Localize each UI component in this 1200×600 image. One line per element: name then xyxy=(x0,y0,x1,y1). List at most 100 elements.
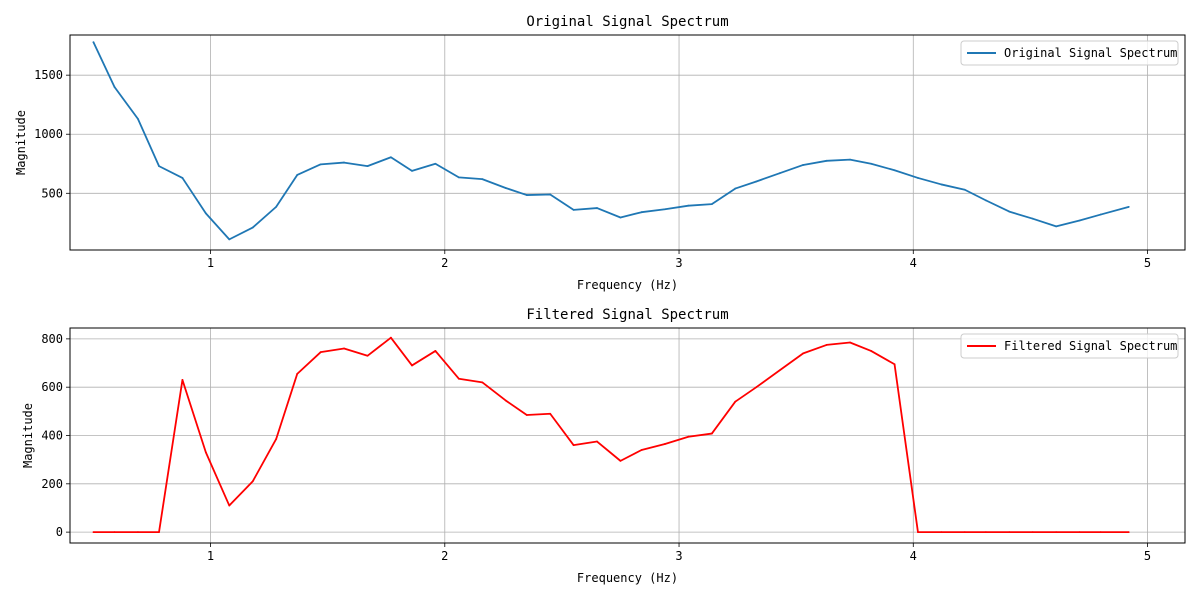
data-point xyxy=(411,364,413,367)
data-point xyxy=(113,86,116,88)
y-tick-label: 1000 xyxy=(34,127,63,141)
legend-label: Original Signal Spectrum xyxy=(1004,46,1177,60)
data-point xyxy=(572,208,575,211)
data-point xyxy=(181,177,184,179)
data-point xyxy=(619,459,622,462)
data-point xyxy=(137,531,139,534)
x-tick-label: 1 xyxy=(207,256,214,270)
data-point xyxy=(1078,219,1081,222)
legend-box xyxy=(960,333,1179,359)
grid-lines xyxy=(70,35,1185,250)
data-point xyxy=(390,156,392,159)
data-point xyxy=(802,164,805,166)
legend: Original Signal Spectrum xyxy=(960,40,1179,66)
data-point xyxy=(572,444,575,447)
data-point xyxy=(1099,213,1102,216)
data-point xyxy=(619,216,622,219)
series-line xyxy=(92,41,1130,241)
data-point xyxy=(640,449,643,451)
data-point xyxy=(710,203,713,206)
data-point xyxy=(984,531,987,534)
data-point xyxy=(504,187,507,189)
data-point xyxy=(778,369,781,372)
data-point xyxy=(481,381,484,384)
chart-title: Original Signal Spectrum xyxy=(526,14,728,30)
data-point xyxy=(390,336,392,339)
data-point xyxy=(755,180,758,183)
data-point xyxy=(113,531,116,534)
data-point xyxy=(204,451,207,454)
chart-filtered-spectrum: 1 2 3 4 5 0 200 400 600 800 Filtered Signal Spect… xyxy=(21,307,1186,585)
x-axis-label: Frequency (Hz) xyxy=(577,571,678,585)
data-point xyxy=(825,159,828,162)
data-point xyxy=(434,162,437,165)
x-tick-label: 5 xyxy=(1144,549,1151,563)
chart-title: Filtered Signal Spectrum xyxy=(526,307,728,323)
legend-box xyxy=(960,40,1179,66)
data-point xyxy=(596,440,598,443)
data-point xyxy=(366,354,369,357)
x-tick-label: 3 xyxy=(675,549,682,563)
grid-lines xyxy=(70,328,1185,543)
data-point xyxy=(849,158,851,161)
legend: Filtered Signal Spectrum xyxy=(960,333,1179,359)
data-point xyxy=(734,400,737,403)
x-tick-label: 5 xyxy=(1144,256,1151,270)
data-point xyxy=(802,352,805,355)
data-point xyxy=(1031,531,1034,534)
x-tick-label: 1 xyxy=(207,549,214,563)
data-point xyxy=(275,205,278,208)
data-point xyxy=(1031,217,1034,220)
y-tick-label: 800 xyxy=(41,332,63,346)
data-point xyxy=(917,177,919,179)
series-line xyxy=(93,336,1129,534)
series-layer xyxy=(92,336,1130,534)
data-point xyxy=(204,212,207,215)
data-point xyxy=(1127,531,1130,534)
data-point xyxy=(687,435,690,438)
data-point xyxy=(343,161,345,164)
data-point xyxy=(92,41,95,43)
data-point xyxy=(734,187,737,190)
data-point xyxy=(504,399,507,402)
y-tick-label: 0 xyxy=(56,525,63,539)
data-point xyxy=(984,199,987,202)
data-point xyxy=(549,193,552,196)
data-point xyxy=(319,163,322,166)
data-point xyxy=(596,207,598,209)
data-point xyxy=(825,344,828,346)
data-point xyxy=(664,208,666,211)
data-point xyxy=(481,178,484,181)
data-point xyxy=(687,204,690,207)
data-point xyxy=(343,347,345,350)
data-point xyxy=(940,183,943,186)
data-point xyxy=(92,531,95,534)
data-point xyxy=(940,531,943,534)
data-point xyxy=(1099,531,1102,534)
data-point xyxy=(525,194,528,196)
axes-frame xyxy=(69,34,1186,251)
x-axis-label: Frequency (Hz) xyxy=(577,278,678,292)
x-tick-label: 4 xyxy=(910,549,917,563)
ticks-layer: 1 2 3 4 5 500 1000 1500 xyxy=(34,68,1151,270)
data-point xyxy=(870,350,873,352)
data-point xyxy=(755,386,758,389)
data-point xyxy=(296,373,299,375)
data-point xyxy=(251,226,254,229)
data-point xyxy=(137,117,139,120)
y-tick-label: 500 xyxy=(41,186,63,200)
data-point xyxy=(319,351,322,354)
x-tick-label: 3 xyxy=(675,256,682,270)
data-point xyxy=(640,211,643,214)
data-point xyxy=(778,172,781,175)
y-tick-label: 200 xyxy=(41,477,63,491)
data-point xyxy=(710,432,713,435)
legend-label: Filtered Signal Spectrum xyxy=(1004,339,1177,353)
data-point xyxy=(664,443,666,445)
x-tick-label: 2 xyxy=(441,256,448,270)
data-point xyxy=(549,412,552,415)
data-point xyxy=(434,350,437,352)
y-axis-label: Magnitude xyxy=(14,110,28,175)
